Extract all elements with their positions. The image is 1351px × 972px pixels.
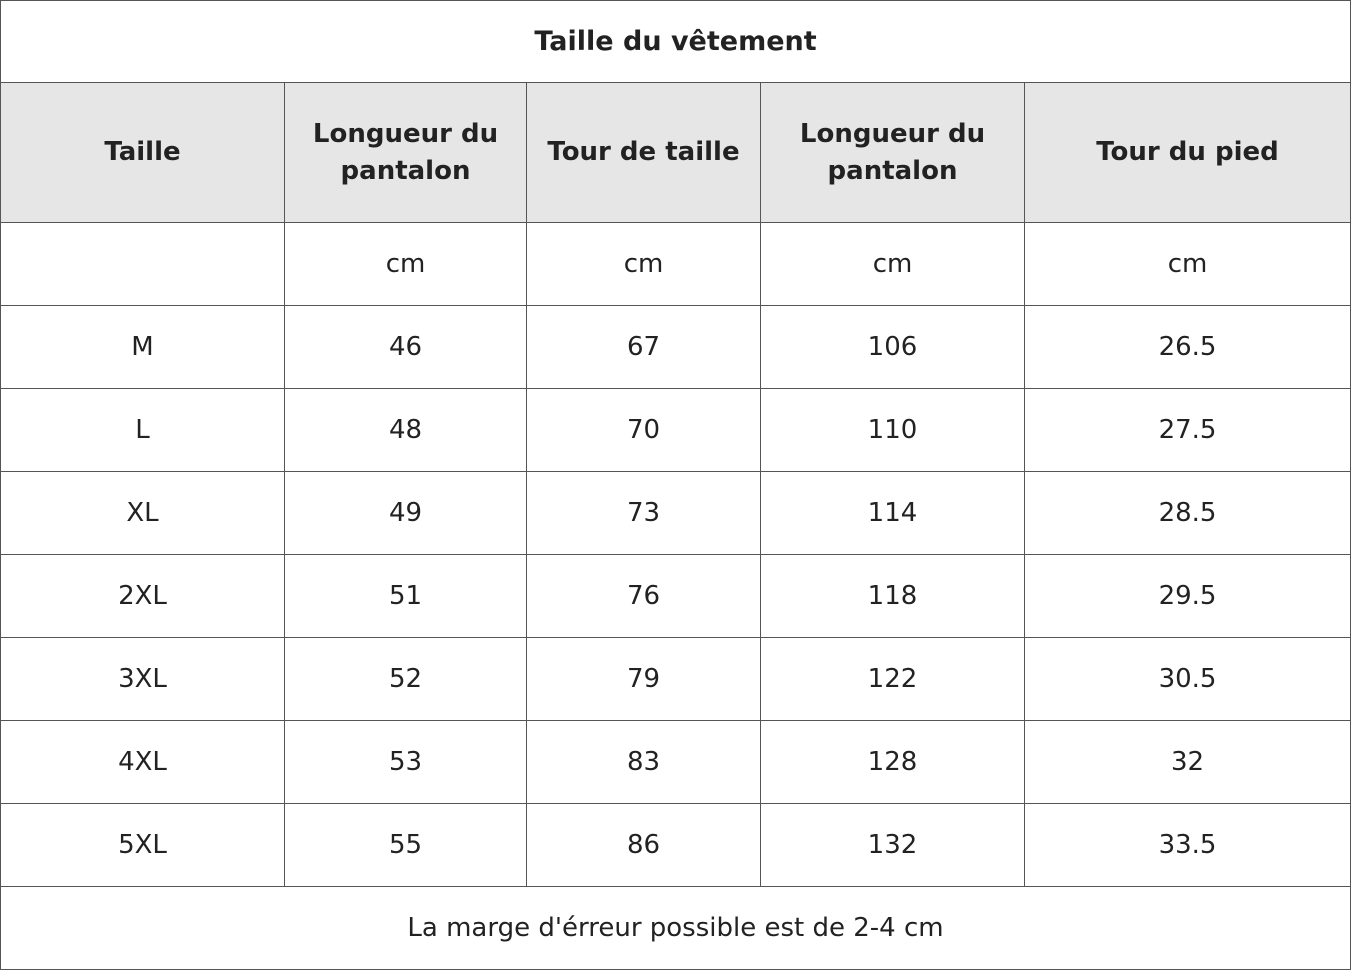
table-cell: 30.5 [1023,637,1351,721]
column-header-pant-length-2: Longueur du pantalon [760,82,1025,223]
table-cell: 49 [284,471,527,555]
unit-cell [0,222,285,306]
column-header-pant-length: Longueur du pantalon [284,82,527,223]
size-cell: 3XL [0,637,285,721]
table-cell: 67 [526,305,761,389]
table-cell: 73 [526,471,761,555]
table-cell: 28.5 [1023,471,1351,555]
table-cell: 52 [284,637,527,721]
unit-cell: cm [284,222,527,306]
table-cell: 128 [760,720,1025,804]
table-row: 2XL 51 76 118 29.5 [0,554,1351,638]
size-cell: M [0,305,285,389]
table-cell: 83 [526,720,761,804]
table-cell: 70 [526,388,761,472]
size-cell: L [0,388,285,472]
size-cell: 2XL [0,554,285,638]
size-cell: XL [0,471,285,555]
table-cell: 51 [284,554,527,638]
header-row: Taille Longueur du pantalon Tour de tail… [0,82,1351,223]
size-cell: 5XL [0,803,285,887]
unit-cell: cm [760,222,1025,306]
table-row: 5XL 55 86 132 33.5 [0,803,1351,887]
table-row: XL 49 73 114 28.5 [0,471,1351,555]
table-cell: 110 [760,388,1025,472]
table-row: L 48 70 110 27.5 [0,388,1351,472]
units-row: cm cm cm cm [0,222,1351,306]
table-cell: 122 [760,637,1025,721]
table-title: Taille du vêtement [0,0,1351,83]
column-header-leg-opening: Tour du pied [1023,82,1351,223]
column-header-size: Taille [0,82,285,223]
table-cell: 79 [526,637,761,721]
table-cell: 46 [284,305,527,389]
table-cell: 114 [760,471,1025,555]
margin-of-error-note: La marge d'érreur possible est de 2-4 cm [0,886,1351,970]
table-row: 3XL 52 79 122 30.5 [0,637,1351,721]
table-cell: 106 [760,305,1025,389]
table-cell: 33.5 [1023,803,1351,887]
unit-cell: cm [526,222,761,306]
table-cell: 132 [760,803,1025,887]
table-cell: 76 [526,554,761,638]
table-cell: 118 [760,554,1025,638]
unit-cell: cm [1023,222,1351,306]
table-row: 4XL 53 83 128 32 [0,720,1351,804]
size-cell: 4XL [0,720,285,804]
table-cell: 32 [1023,720,1351,804]
table-row: M 46 67 106 26.5 [0,305,1351,389]
table-cell: 48 [284,388,527,472]
column-header-waist: Tour de taille [526,82,761,223]
table-cell: 27.5 [1023,388,1351,472]
table-cell: 53 [284,720,527,804]
table-cell: 29.5 [1023,554,1351,638]
table-cell: 26.5 [1023,305,1351,389]
table-cell: 86 [526,803,761,887]
table-cell: 55 [284,803,527,887]
